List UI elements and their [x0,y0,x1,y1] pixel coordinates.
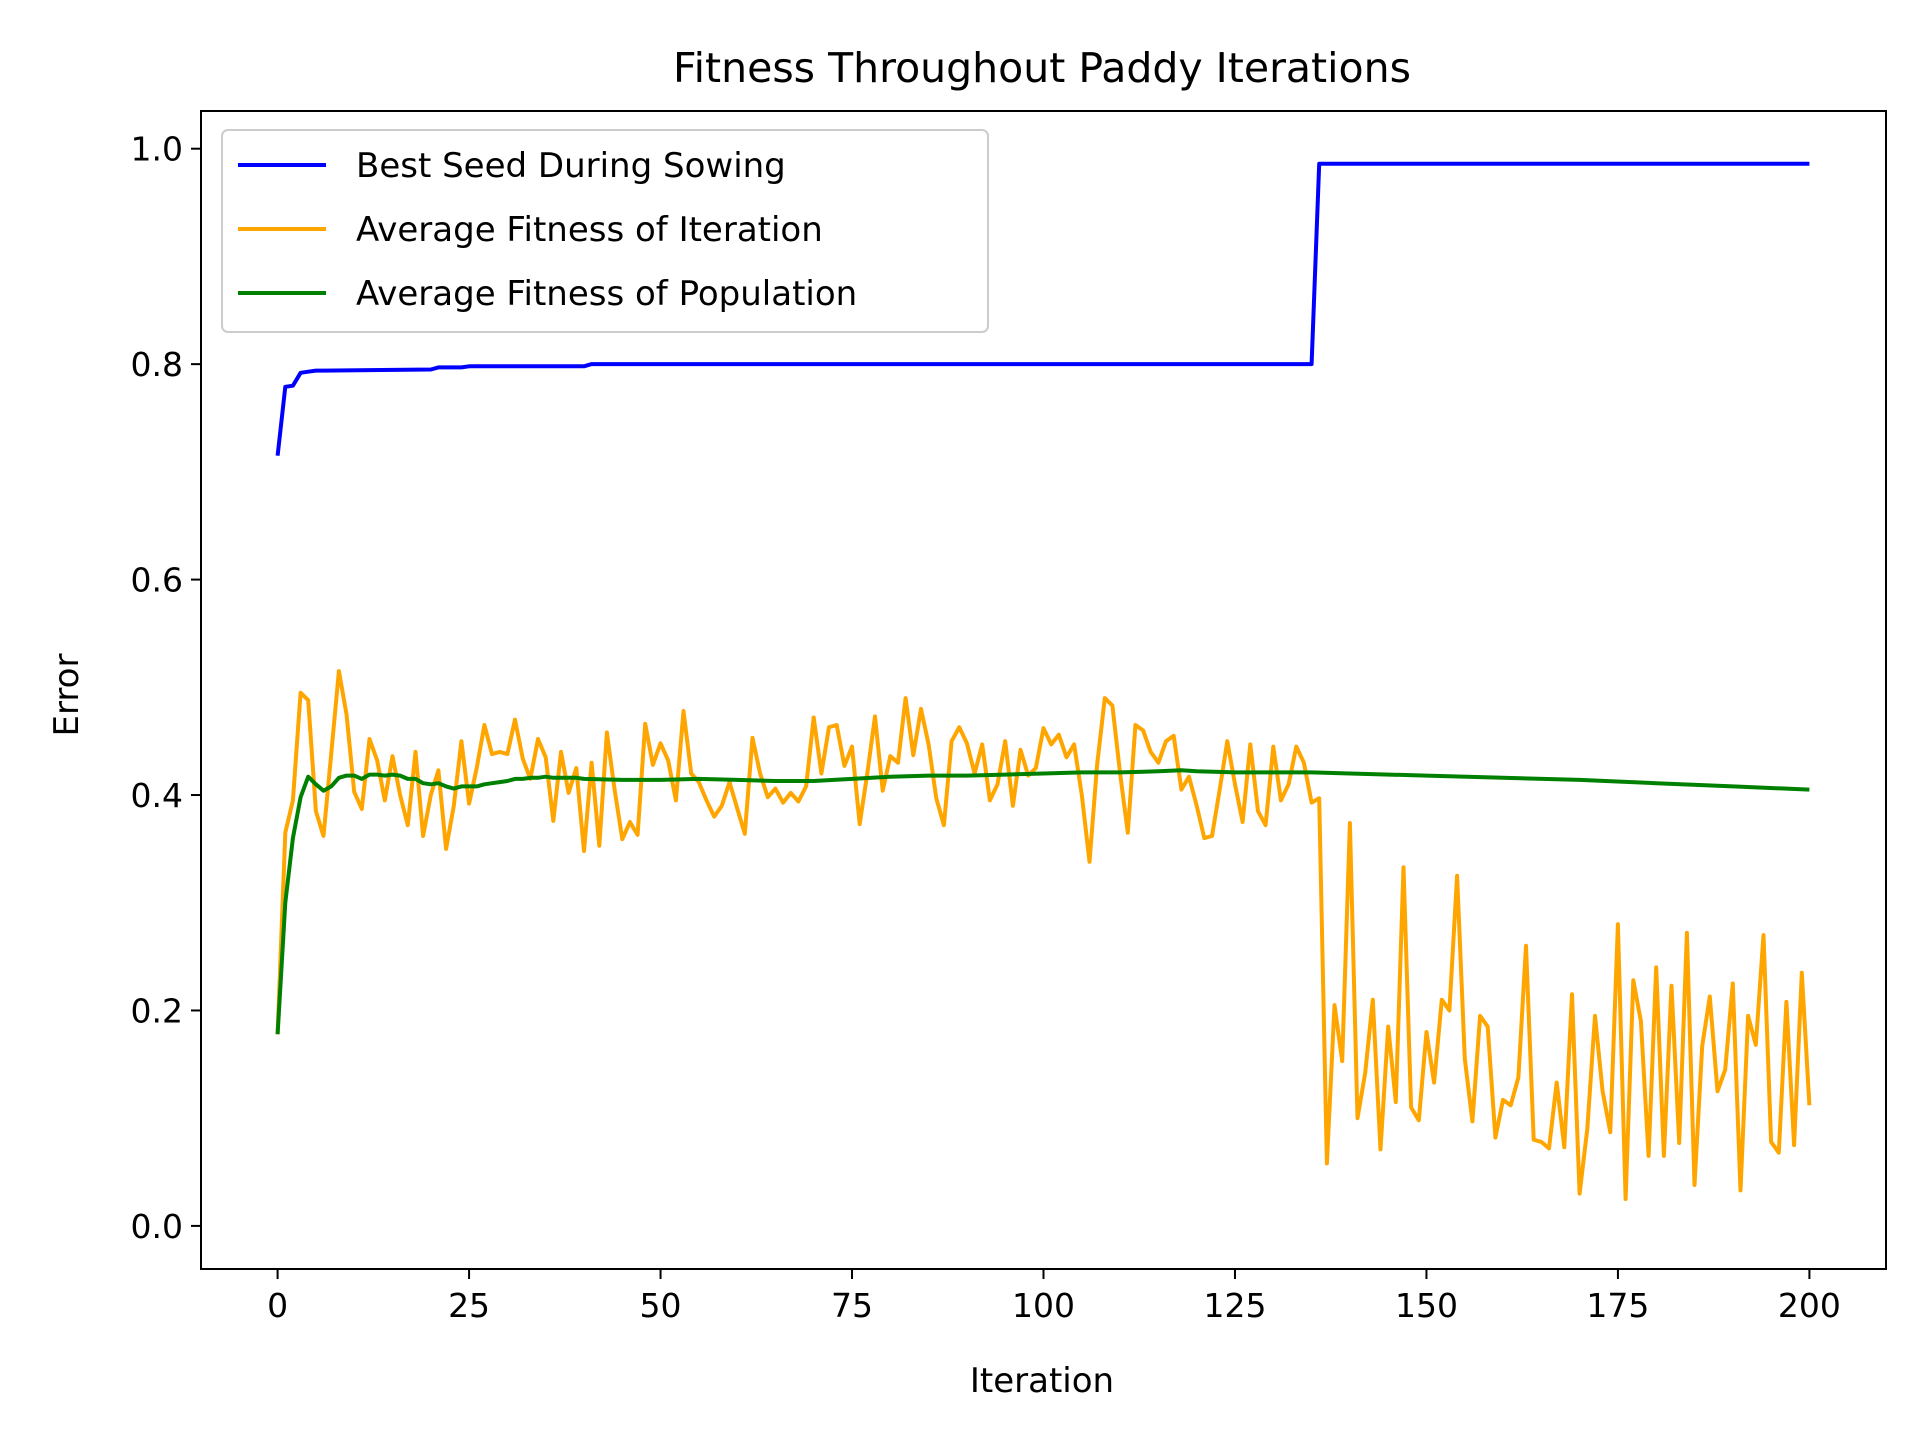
y-tick-label: 1.0 [131,130,183,169]
x-tick-label: 125 [1203,1286,1266,1325]
y-tick-label: 0.6 [131,561,183,600]
x-tick-label: 0 [267,1286,288,1325]
x-tick-label: 25 [448,1286,490,1325]
x-axis-ticks: 0 25 50 75 100 125 150 175 200 [267,1269,1841,1325]
y-tick-label: 0.4 [131,776,183,815]
legend-label-avg-iteration: Average Fitness of Iteration [356,210,823,250]
series-line-best-seed [275,161,1810,456]
x-axis-title: Iteration [970,1361,1114,1401]
legend-label-avg-population: Average Fitness of Population [356,274,857,314]
series-line-avg-iteration [275,669,1812,1201]
x-tick-label: 150 [1395,1286,1458,1325]
x-tick-label: 200 [1778,1286,1841,1325]
x-tick-label: 100 [1012,1286,1075,1325]
legend-label-best-seed: Best Seed During Sowing [356,146,786,186]
legend: Best Seed During Sowing Average Fitness … [221,129,989,333]
x-tick-label: 50 [640,1286,682,1325]
y-tick-label: 0.0 [131,1207,183,1246]
series-line-avg-population [275,768,1810,1035]
chart-title: Fitness Throughout Paddy Iterations [673,44,1411,92]
y-tick-label: 0.8 [131,345,183,384]
series-layer [275,161,1812,1201]
x-tick-label: 75 [831,1286,873,1325]
y-tick-label: 0.2 [131,991,183,1030]
legend-box [221,129,989,333]
y-axis-title: Error [47,654,87,737]
y-axis-ticks: 0.0 0.2 0.4 0.6 0.8 1.0 [131,130,201,1246]
x-tick-label: 175 [1586,1286,1649,1325]
